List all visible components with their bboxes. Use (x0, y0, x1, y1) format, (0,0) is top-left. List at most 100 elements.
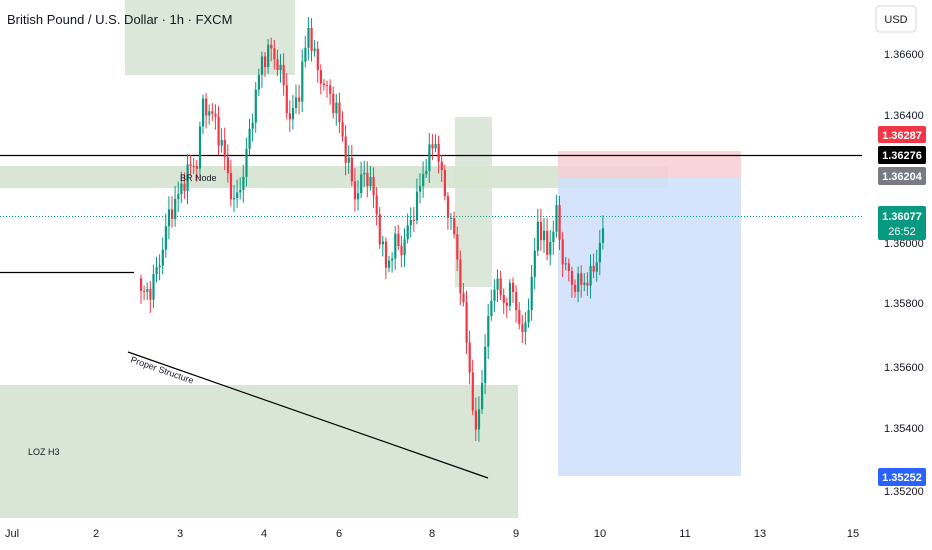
candle (415, 178, 419, 225)
take-profit-zone (558, 178, 741, 476)
candle-body (347, 157, 350, 163)
candle-body (474, 410, 477, 430)
candle (264, 52, 267, 78)
candle (539, 208, 543, 251)
candle (487, 303, 490, 360)
candle-body (598, 242, 601, 263)
candle (477, 396, 481, 442)
candle-body (589, 265, 592, 286)
countdown-timer: 26:52 (888, 226, 916, 238)
candle (558, 196, 561, 251)
candle-body (499, 278, 502, 296)
candle-body (412, 219, 415, 221)
annotation-br-node[interactable]: BR Node (180, 173, 217, 183)
candle-body (366, 172, 369, 187)
candle (189, 155, 192, 175)
candle (378, 207, 381, 249)
candle-body (592, 265, 595, 272)
candle-body (518, 310, 521, 325)
candle-body (564, 263, 567, 265)
candle (567, 258, 570, 282)
candle (437, 135, 440, 174)
candle-body (555, 205, 558, 232)
candle-body (580, 273, 583, 285)
candle-body (384, 241, 388, 268)
candle (229, 160, 233, 207)
candle (167, 196, 171, 240)
candle (512, 277, 515, 303)
currency-button[interactable] (875, 5, 917, 33)
candle-body (530, 276, 533, 310)
price-axis[interactable]: 1.36600 1.36400 1.36000 1.35800 1.35600 … (884, 49, 924, 498)
candle (419, 173, 422, 204)
candle (394, 226, 397, 270)
candle-body (192, 165, 195, 167)
candle-body (357, 193, 360, 200)
candle (322, 79, 326, 91)
candle-body (437, 143, 440, 162)
candle (205, 93, 208, 129)
time-axis[interactable]: Jul 2 3 4 6 8 9 10 11 13 15 (5, 528, 859, 540)
candle-body (558, 205, 561, 240)
candle (316, 41, 319, 83)
candle-body (245, 148, 248, 177)
candle (177, 181, 180, 213)
candle (174, 186, 177, 227)
candle (260, 51, 264, 88)
candle (561, 231, 564, 278)
candle (409, 207, 412, 238)
candle-body (428, 144, 431, 172)
supply-zone-top (125, 0, 295, 75)
candle-body (260, 56, 264, 75)
candle-body (189, 164, 192, 166)
candle-body (264, 56, 267, 68)
candle (248, 118, 251, 156)
candle-body (462, 293, 465, 303)
trendline-proper-structure[interactable] (127, 351, 489, 479)
candle (149, 280, 152, 313)
candle (353, 168, 357, 212)
price-label-stop: 1.36287 (882, 130, 922, 142)
candle-body (552, 231, 555, 243)
candle-body (248, 128, 251, 149)
candle (459, 250, 462, 306)
candle-body (453, 217, 456, 235)
candle (350, 144, 353, 187)
y-tick-label: 1.36400 (884, 110, 924, 122)
candle (586, 272, 589, 296)
annotation-loz-h3[interactable]: LOZ H3 (28, 447, 60, 457)
candle (161, 237, 164, 275)
x-tick-label: 11 (679, 528, 690, 540)
candle (211, 103, 214, 122)
candle (536, 208, 539, 257)
candle (223, 127, 226, 171)
candle (180, 171, 183, 204)
candle-body (304, 47, 307, 62)
candle-body (313, 48, 316, 51)
candle-body (484, 346, 487, 383)
candle-body (288, 113, 291, 120)
candle (198, 121, 202, 178)
candle (434, 134, 437, 153)
candle (428, 132, 431, 183)
candle (369, 166, 372, 191)
candle-body (372, 176, 375, 196)
candle (570, 266, 574, 298)
x-tick-label: 3 (177, 528, 183, 540)
candle (233, 185, 236, 213)
candle (372, 167, 375, 208)
candle-body (301, 61, 304, 102)
candle (291, 94, 295, 130)
annotation-proper-structure[interactable]: Proper Structure (129, 354, 195, 385)
candle (208, 104, 211, 125)
candle-body (208, 111, 211, 116)
candle-body (226, 157, 229, 174)
candle-body (577, 273, 580, 292)
candle (527, 298, 530, 328)
candle (143, 285, 146, 301)
price-label-line: 1.36276 (882, 150, 922, 162)
price-labels: 1.36287 1.36276 1.36204 1.36077 26:52 1.… (878, 126, 926, 486)
candle-body (223, 139, 226, 158)
candle-body (443, 170, 446, 197)
